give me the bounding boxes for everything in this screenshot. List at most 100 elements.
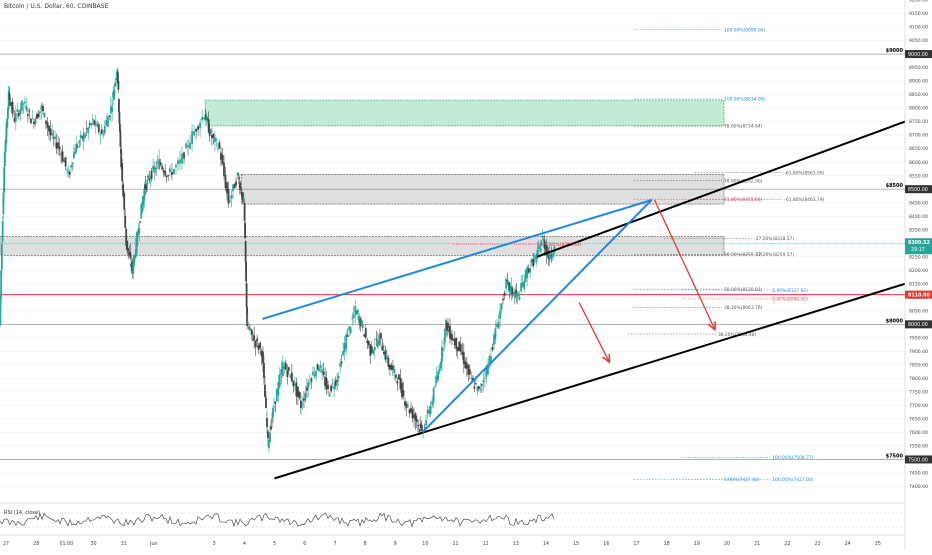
y-tick-label: 8200.00 [909, 268, 928, 274]
x-tick-label: 25 [875, 541, 881, 547]
candle-body [417, 424, 420, 426]
candle-body [309, 382, 311, 384]
x-tick-label: 19 [694, 541, 700, 547]
fib-label: 100.00%(7427.00) [772, 477, 813, 483]
candle-body [494, 328, 497, 340]
candle-body [345, 334, 348, 350]
fib-label: 78.60%(8734.64) [724, 124, 763, 130]
candle-body [30, 118, 32, 124]
candle-body [442, 349, 444, 351]
y-tick-label: 8600.00 [909, 160, 928, 166]
candle-body [246, 322, 249, 325]
candle-body [58, 146, 61, 150]
candle-body [155, 168, 158, 170]
candle-body [540, 241, 543, 247]
candle-body [331, 383, 334, 385]
candle-body [88, 123, 91, 125]
candle-body [544, 245, 547, 249]
x-tick-label: 28 [33, 541, 39, 547]
candle-body [497, 322, 500, 329]
candle-body [532, 258, 535, 267]
candle-body [520, 282, 523, 292]
candle-body [449, 325, 451, 339]
candle-body [435, 375, 438, 384]
level-label: $8000 [886, 318, 904, 324]
candle-body [271, 419, 273, 420]
candle-body [407, 405, 409, 407]
candle-body [75, 143, 78, 153]
level-label: $9000 [886, 48, 904, 54]
candle-body [440, 361, 442, 369]
candle-body [169, 168, 171, 172]
candle-body [491, 346, 494, 350]
candle-body [5, 123, 8, 144]
y-tick-label: 8900.00 [909, 79, 928, 85]
level-badge-label: 8110.00 [908, 292, 931, 298]
candle-body [340, 361, 343, 364]
candle-body [490, 355, 492, 362]
candle-body [37, 113, 40, 118]
candle-body [319, 365, 322, 369]
candle-body [292, 380, 295, 387]
candle-body [109, 106, 112, 114]
candle-body [20, 100, 23, 111]
y-tick-label: 8750.00 [909, 119, 928, 125]
candle-body [7, 107, 9, 119]
candle-body [218, 142, 221, 148]
candle-body [87, 127, 90, 134]
candle-body [545, 245, 548, 256]
candle-body [257, 345, 260, 350]
candle-body [233, 184, 236, 189]
candle-body [48, 125, 50, 132]
candle-body [137, 230, 140, 236]
candle-body [428, 411, 431, 413]
y-tick-label: 8400.00 [909, 214, 928, 220]
y-tick-label: 7700.00 [909, 403, 928, 409]
candle-body [123, 192, 126, 210]
candle-body [81, 136, 84, 139]
candle-body [336, 379, 339, 382]
candle-body [60, 153, 62, 155]
candle-body [443, 342, 445, 344]
y-tick-label: 8700.00 [909, 133, 928, 139]
candle-body [232, 184, 234, 192]
candle-body [207, 119, 210, 133]
candle-body [470, 377, 473, 379]
x-tick-label: 30 [90, 541, 96, 547]
candle-body [144, 184, 147, 190]
candle-body [247, 327, 250, 329]
candle-body [208, 128, 211, 136]
candle-body [359, 318, 362, 327]
candle-body [105, 119, 108, 126]
y-tick-label: 8150.00 [909, 281, 928, 287]
candle-body [419, 423, 422, 429]
level-badge [905, 50, 932, 59]
candle-body [529, 267, 532, 273]
candle-body [505, 278, 507, 289]
candle-body [527, 268, 530, 273]
candle-body [245, 283, 248, 308]
candle-body [237, 177, 240, 179]
candle-body [488, 356, 491, 365]
candle-body [549, 256, 552, 259]
y-tick-label: 7950.00 [909, 335, 928, 341]
candle-body [97, 124, 100, 133]
level-badge [905, 185, 932, 194]
candle-body [346, 335, 349, 337]
candle-body [167, 175, 170, 177]
candle-body [333, 386, 335, 390]
candle-body [102, 134, 105, 136]
candle-body [416, 425, 419, 426]
candle-body [175, 164, 177, 168]
candle-body [214, 137, 216, 143]
y-tick-label: 8450.00 [909, 200, 928, 206]
candle-body [541, 235, 544, 238]
candle-body [471, 377, 474, 381]
candle-body [415, 419, 418, 423]
y-tick-label: 7550.00 [909, 444, 928, 450]
candle-body [57, 142, 59, 148]
candle-body [413, 414, 415, 418]
candle-body [11, 101, 14, 113]
